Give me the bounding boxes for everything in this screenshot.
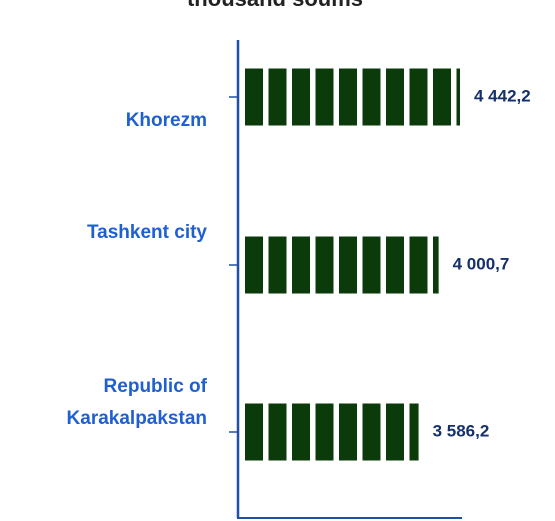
bar: [245, 68, 460, 126]
value-label: 4 000,7: [453, 254, 510, 273]
category-label: Republic of Karakalpakstan: [67, 376, 208, 429]
value-label: 4 442,2: [474, 86, 531, 105]
category-label: Tashkent city: [87, 222, 207, 243]
value-label: 3 586,2: [433, 421, 490, 440]
chart-title: thousand soums: [187, 0, 363, 11]
category-label: Khorezm: [126, 110, 207, 131]
bar: [245, 403, 419, 461]
bar: [245, 236, 439, 294]
